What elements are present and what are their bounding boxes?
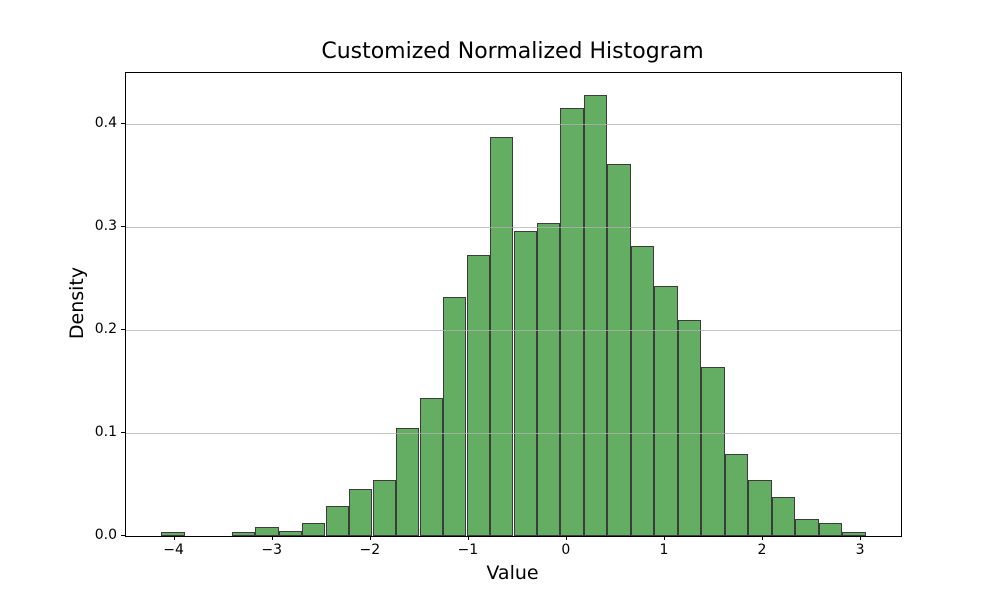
x-tick-label: −2 xyxy=(359,542,381,558)
histogram-bar xyxy=(490,137,514,536)
histogram-bar xyxy=(231,531,256,536)
histogram-bar xyxy=(677,319,702,536)
histogram-bar xyxy=(818,522,843,536)
y-axis-label: Density xyxy=(66,266,88,340)
histogram-bar xyxy=(278,531,303,536)
x-tick-label: −3 xyxy=(261,542,283,558)
plot-area xyxy=(125,72,902,537)
x-tick-label: 2 xyxy=(757,542,767,558)
y-gridline xyxy=(126,433,901,434)
x-tick-label: −4 xyxy=(163,542,184,558)
chart-title: Customized Normalized Histogram xyxy=(321,39,704,64)
histogram-bar xyxy=(161,531,185,536)
histogram-bar xyxy=(466,254,490,536)
bars-layer xyxy=(126,73,901,536)
histogram-bar xyxy=(537,222,561,536)
histogram-bar xyxy=(584,95,608,536)
histogram-bar xyxy=(302,523,326,536)
histogram-bar xyxy=(748,479,772,536)
gridlines-layer xyxy=(126,73,901,536)
histogram-bar xyxy=(443,297,467,536)
histogram-bar xyxy=(372,480,396,536)
histogram-bar xyxy=(513,231,537,536)
histogram-bar xyxy=(654,285,678,536)
y-tick-label: 0.4 xyxy=(94,114,117,131)
x-tick-label: 0 xyxy=(561,542,571,558)
histogram-bar xyxy=(771,497,796,536)
histogram-bar xyxy=(325,505,350,536)
y-tick-label: 0.2 xyxy=(94,320,117,337)
histogram-bar xyxy=(396,428,420,536)
histogram-bar xyxy=(842,531,866,536)
histogram-bar xyxy=(607,164,631,536)
x-tick-label: −1 xyxy=(457,542,479,558)
histogram-bar xyxy=(701,367,725,536)
y-gridline xyxy=(126,123,901,125)
histogram-bar xyxy=(795,519,819,536)
histogram-bar xyxy=(255,526,279,536)
x-tick-label: 1 xyxy=(659,542,669,558)
histogram-bar xyxy=(630,245,655,536)
x-axis-label: Value xyxy=(486,562,539,584)
y-gridline xyxy=(126,226,901,228)
y-gridline xyxy=(126,329,901,331)
histogram-bar xyxy=(419,397,443,536)
x-tick-label: 3 xyxy=(855,542,865,558)
histogram-bar xyxy=(560,107,584,536)
y-tick-label: 0.1 xyxy=(94,424,117,440)
y-tick-label: 0.3 xyxy=(94,217,117,234)
histogram-bar xyxy=(724,454,749,536)
histogram-bar xyxy=(349,488,373,536)
y-tick-label: 0.0 xyxy=(94,527,117,543)
